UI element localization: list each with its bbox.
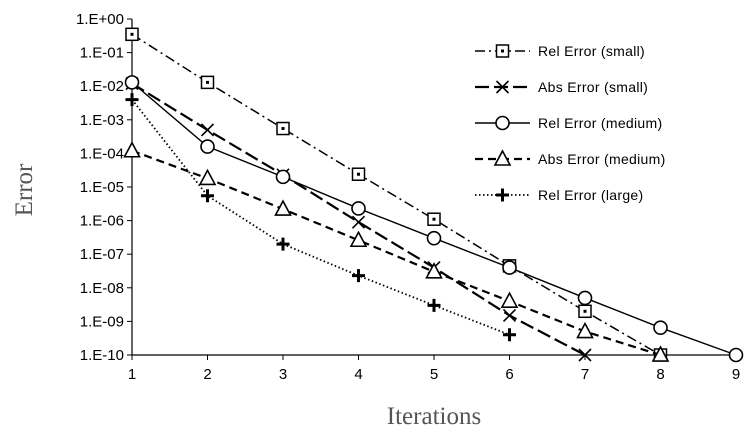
series-line <box>131 33 661 356</box>
triangle-marker <box>198 168 217 186</box>
plus-marker <box>276 237 290 251</box>
legend-entry-3: Rel Error (medium) <box>475 115 662 131</box>
square-marker-dot <box>206 80 209 84</box>
square-marker-dot <box>432 217 436 221</box>
plus-marker <box>427 298 441 312</box>
legend-label: Abs Error (medium) <box>538 151 666 167</box>
square-marker-dot <box>130 32 134 36</box>
x-tick-label: 1 <box>128 366 136 383</box>
triangle-marker <box>576 321 594 339</box>
y-tick-label: 1.E-09 <box>80 313 124 330</box>
y-tick-label: 1.E-06 <box>80 213 124 230</box>
plus-marker <box>201 189 214 203</box>
y-tick-label: 1.E+00 <box>76 11 124 28</box>
x-tick-label: 2 <box>203 366 211 383</box>
x-tick-label: 3 <box>279 366 287 383</box>
legend: Rel Error (small) Abs Error (small) Rel Er… <box>475 43 666 203</box>
x-tick-label: 4 <box>354 366 362 383</box>
circle-marker <box>351 201 366 216</box>
x-marker <box>351 215 366 229</box>
x-marker <box>578 348 592 362</box>
legend-entry-1: Rel Error (small) <box>475 43 645 59</box>
circle-marker <box>728 347 744 363</box>
circle-marker <box>200 139 215 154</box>
legend-label: Abs Error (small) <box>538 79 648 95</box>
series-line <box>131 82 586 356</box>
plus-marker <box>496 188 509 202</box>
triangle-marker <box>500 291 519 308</box>
series-5 <box>125 93 516 342</box>
legend-entry-4: Abs Error (medium) <box>475 149 666 167</box>
y-tick-label: 1.E-01 <box>80 45 124 62</box>
triangle-marker <box>425 262 443 279</box>
circle-marker <box>426 230 442 246</box>
circle-marker <box>502 260 517 275</box>
legend-label: Rel Error (medium) <box>538 115 662 131</box>
y-tick-label: 1.E-08 <box>80 280 124 297</box>
x-tick-label: 5 <box>430 366 438 383</box>
y-tick-label: 1.E-07 <box>80 246 124 263</box>
circle-marker <box>577 290 593 306</box>
series-4 <box>123 141 670 362</box>
triangle-marker <box>123 141 141 158</box>
series-line <box>131 99 510 336</box>
series-3 <box>124 75 744 363</box>
legend-label: Rel Error (large) <box>538 187 643 203</box>
y-tick-label: 1.E-04 <box>80 145 124 162</box>
y-tick-label: 1.E-03 <box>80 112 124 129</box>
x-tick-label: 7 <box>581 366 589 383</box>
square-marker-dot <box>583 309 587 313</box>
legend-label: Rel Error (small) <box>538 43 645 59</box>
series-line <box>131 149 661 357</box>
x-marker <box>502 308 517 323</box>
x-tick-label: 8 <box>656 366 664 383</box>
circle-marker <box>495 115 510 131</box>
circle-marker <box>124 75 140 90</box>
circle-marker <box>275 169 291 185</box>
x-tick-label: 6 <box>505 366 513 383</box>
legend-entry-2: Abs Error (small) <box>475 79 648 95</box>
triangle-marker <box>493 149 512 166</box>
plus-marker <box>125 93 139 107</box>
square-marker-dot <box>357 172 360 176</box>
y-tick-label: 1.E-05 <box>80 179 124 196</box>
series-layer <box>123 27 744 363</box>
plus-marker <box>503 328 516 342</box>
y-tick-label: 1.E-10 <box>80 347 124 364</box>
plus-marker <box>352 269 365 283</box>
y-axis-title: Error <box>11 163 38 216</box>
square-marker-dot <box>501 49 504 53</box>
triangle-marker <box>651 345 670 362</box>
x-axis-title: Iterations <box>387 403 481 430</box>
x-marker <box>495 80 510 94</box>
legend-entry-5: Rel Error (large) <box>475 187 643 203</box>
triangle-marker <box>274 199 292 216</box>
circle-marker <box>653 320 668 335</box>
x-tick-label: 9 <box>732 366 740 383</box>
axes: 1.E+00 1.E-01 1.E-02 1.E-03 1.E-04 1.E-05 1.E-… <box>76 11 740 383</box>
series-2 <box>125 76 592 362</box>
y-tick-label: 1.E-02 <box>80 78 124 95</box>
x-marker <box>200 123 215 137</box>
square-marker-dot <box>281 127 285 131</box>
triangle-marker <box>349 230 368 248</box>
